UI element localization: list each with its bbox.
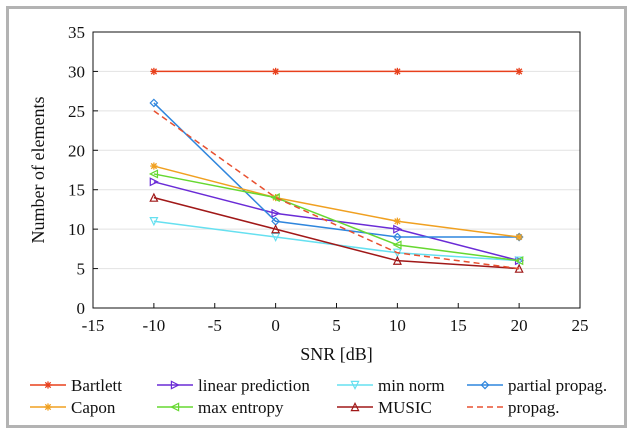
- legend-label-bartlett: Bartlett: [71, 376, 122, 395]
- x-axis-label: SNR [dB]: [300, 344, 373, 364]
- point-max-entropy-1: [270, 193, 280, 203]
- legend-item-bartlett: Bartlett: [30, 376, 122, 395]
- legend-item-propag: propag.: [467, 398, 559, 417]
- legend-marker-bartlett: [44, 381, 52, 389]
- point-max-entropy-2: [392, 240, 402, 250]
- x-tick-label-2: -5: [208, 316, 222, 335]
- series-line-partial-propag: [153, 102, 520, 238]
- legend-marker-linear-prediction: [170, 380, 180, 390]
- point-min-norm-0: [149, 217, 159, 227]
- point-max-entropy-3: [514, 256, 524, 266]
- legend-label-min-norm: min norm: [378, 376, 445, 395]
- x-tick-label-6: 15: [450, 316, 467, 335]
- series-line-max-entropy: [153, 173, 520, 262]
- y-tick-label-4: 20: [68, 141, 85, 160]
- legend-item-capon: Capon: [30, 398, 116, 417]
- legend-item-linear-prediction: linear prediction: [157, 376, 310, 395]
- y-tick-label-2: 10: [68, 220, 85, 239]
- point-music-0: [149, 192, 159, 202]
- legend-item-min-norm: min norm: [337, 376, 445, 395]
- x-tick-label-7: 20: [511, 316, 528, 335]
- series-line-music: [153, 196, 520, 270]
- point-capon-2: [393, 217, 401, 225]
- legend-marker-capon: [44, 403, 52, 411]
- point-bartlett-0: [150, 67, 158, 76]
- legend-marker-max-entropy: [170, 402, 180, 412]
- y-axis-label: Number of elements: [28, 97, 48, 244]
- point-partial-propag-2: [392, 232, 402, 242]
- series-layer: [148, 67, 525, 273]
- legend-item-partial-propag: partial propag.: [467, 376, 607, 395]
- point-music-2: [392, 255, 402, 265]
- x-tick-label-5: 10: [389, 316, 406, 335]
- point-capon-0: [150, 162, 158, 170]
- legend-marker-min-norm: [350, 380, 360, 390]
- grid-lines: [93, 70, 580, 270]
- y-tick-label-0: 0: [77, 299, 86, 318]
- chart-frame: [6, 6, 627, 428]
- point-music-1: [271, 224, 281, 234]
- point-max-entropy-0: [148, 169, 159, 179]
- series-line-propag: [153, 110, 520, 270]
- legend-label-music: MUSIC: [378, 398, 432, 417]
- legend-label-propag: propag.: [508, 398, 559, 417]
- axis-ticks: 0 5 10 15 20 25 30 35 -15 -10 -5 0 5 10 15 20 25: [68, 23, 589, 335]
- legend-label-max-entropy: max entropy: [198, 398, 284, 417]
- y-tick-label-1: 5: [77, 260, 86, 279]
- point-bartlett-3: [515, 67, 523, 76]
- legend-label-linear-prediction: linear prediction: [198, 376, 310, 395]
- legend-label-capon: Capon: [71, 398, 116, 417]
- point-bartlett-2: [393, 67, 401, 76]
- y-tick-label-5: 25: [68, 102, 85, 121]
- y-tick-label-6: 30: [68, 62, 85, 81]
- legend-marker-partial-propag: [480, 380, 490, 390]
- x-tick-label-3: 0: [271, 316, 280, 335]
- point-min-norm-1: [271, 232, 281, 242]
- series-line-min-norm: [153, 220, 520, 262]
- legend-label-partial-propag: partial propag.: [508, 376, 607, 395]
- y-tick-label-3: 15: [68, 181, 85, 200]
- y-tick-label-7: 35: [68, 23, 85, 42]
- legend-item-music: MUSIC: [337, 398, 432, 417]
- x-tick-label-8: 25: [572, 316, 589, 335]
- point-linear-prediction-2: [393, 224, 403, 234]
- point-capon-3: [515, 233, 523, 241]
- point-linear-prediction-0: [149, 177, 159, 187]
- point-bartlett-1: [272, 67, 280, 76]
- point-partial-propag-0: [149, 98, 159, 108]
- x-tick-label-4: 5: [332, 316, 341, 335]
- legend: Bartlett linear prediction min norm partial…: [30, 376, 607, 417]
- legend-marker-music: [350, 402, 360, 412]
- x-tick-label-0: -15: [82, 316, 105, 335]
- legend-item-max-entropy: max entropy: [157, 398, 284, 417]
- point-linear-prediction-1: [271, 208, 281, 218]
- x-tick-label-1: -10: [143, 316, 166, 335]
- series-line-capon: [153, 165, 520, 238]
